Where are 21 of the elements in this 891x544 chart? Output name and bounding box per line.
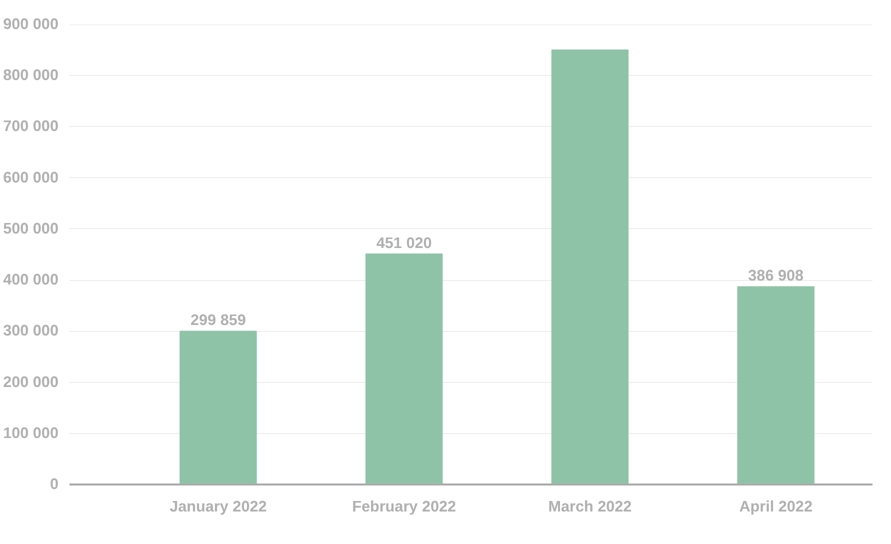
bar <box>737 286 814 484</box>
y-tick-label: 300 000 <box>3 322 59 340</box>
y-tick-label: 0 <box>50 476 59 493</box>
x-tick-label: April 2022 <box>739 498 812 516</box>
data-label: 299 859 <box>190 312 246 330</box>
x-tick-label: March 2022 <box>548 498 632 516</box>
data-label: 386 908 <box>748 268 804 285</box>
y-tick-label: 900 000 <box>3 16 59 33</box>
y-tick-label: 800 000 <box>3 67 59 84</box>
bar <box>551 50 629 484</box>
y-tick-label: 100 000 <box>3 424 59 442</box>
bar <box>180 330 257 484</box>
y-tick-label: 500 000 <box>3 220 59 238</box>
y-tick-label: 700 000 <box>3 118 59 136</box>
y-tick-label: 600 000 <box>3 169 59 186</box>
data-label: 451 020 <box>376 234 432 252</box>
x-tick-label: February 2022 <box>352 498 456 516</box>
bar <box>365 253 443 484</box>
y-tick-label: 200 000 <box>3 374 59 391</box>
y-tick-label: 400 000 <box>3 272 59 289</box>
x-tick-label: January 2022 <box>170 498 267 516</box>
